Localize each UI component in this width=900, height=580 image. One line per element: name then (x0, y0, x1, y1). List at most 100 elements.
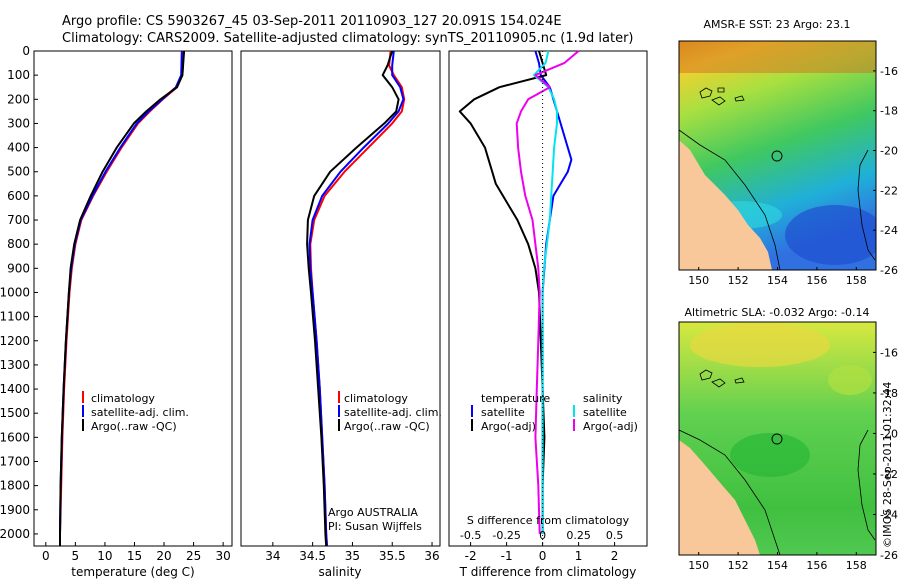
figure-title-line1: Argo profile: CS 5903267_45 03-Sep-2011 … (62, 14, 562, 29)
depth-tick-label: 1300 (0, 358, 30, 372)
map-x-tick-label: 156 (806, 274, 827, 287)
temperature-x-axis: 0 5 10 15 20 25 30 (42, 542, 231, 563)
x-tick-label: 30 (215, 549, 230, 563)
map-x-tick-label: 154 (767, 274, 788, 287)
map-y-tick-label: -22 (880, 468, 898, 481)
difference-lines (458, 50, 580, 546)
depth-tick-label: 800 (7, 237, 30, 251)
series-line-argo-raw-qc- (306, 50, 400, 547)
sst-map-axes: 150 152 154 156 158 -16 -18 -20 -22 -24 -26 (688, 65, 898, 287)
depth-tick-label: 600 (7, 189, 30, 203)
float-pi-label: PI: Susan Wijffels (328, 520, 422, 533)
map-x-tick-label: 150 (688, 559, 709, 572)
sst-isobath (679, 129, 781, 270)
legend-label-argo: Argo(..raw -QC) (91, 420, 177, 433)
x-tick-label: 0 (42, 549, 50, 563)
salinity-panel-frame (240, 50, 441, 547)
map-y-tick-label: -16 (880, 346, 898, 359)
depth-axis: 0 100 200 300 400 500 600 700 800 900 1000 1100 1200… (0, 44, 38, 541)
depth-tick-label: 1900 (0, 503, 30, 517)
depth-tick-label: 200 (7, 92, 30, 106)
argo-position-marker (771, 433, 783, 445)
depth-tick-label: 1400 (0, 382, 30, 396)
depth-tick-label: 1200 (0, 334, 30, 348)
t-difference-x-axis: -2 -1 0 1 2 (465, 542, 619, 563)
depth-tick-label: 1100 (0, 310, 30, 324)
x-tick-label: 15 (127, 549, 142, 563)
map-y-tick-label: -26 (880, 549, 898, 562)
sla-low-patch (730, 433, 810, 477)
s-difference-label: S difference from climatology (467, 514, 630, 527)
s-tick-label: 0 (539, 529, 546, 542)
depth-tick-label: 300 (7, 116, 30, 130)
sst-field (679, 41, 876, 270)
sla-high-patch (828, 365, 872, 395)
map-y-tick-label: -22 (880, 184, 898, 197)
x-tick-label: 34 (265, 549, 280, 563)
sst-reef-contour (857, 149, 876, 261)
sla-map-axes: 150 152 154 156 158 -16 -18 -20 -22 -24 -26 (688, 346, 898, 572)
sla-reef-contour (857, 429, 876, 541)
x-tick-label: 25 (186, 549, 201, 563)
sla-map-title: Altimetric SLA: -0.032 Argo: -0.14 (685, 306, 870, 319)
depth-tick-label: 100 (7, 68, 30, 82)
depth-tick-label: 1700 (0, 454, 30, 468)
temperature-lines (59, 50, 186, 546)
map-x-tick-label: 152 (728, 274, 749, 287)
legend-label-climatology: climatology (91, 392, 155, 405)
depth-tick-label: 1600 (0, 430, 30, 444)
map-y-tick-label: -20 (880, 427, 898, 440)
map-x-tick-label: 150 (688, 274, 709, 287)
series-line-salinity-argo-adj- (515, 50, 580, 534)
temperature-xlabel: temperature (deg C) (71, 565, 194, 579)
map-x-tick-label: 154 (767, 559, 788, 572)
imos-credit: ©IMOS 28-Sep-2011 01:32:44 (881, 382, 894, 548)
sla-islands (699, 369, 745, 388)
float-program-label: Argo AUSTRALIA (328, 506, 418, 519)
difference-panel: -2 -1 0 1 2 temperature salinity satellite A… (448, 50, 648, 579)
map-y-tick-label: -26 (880, 264, 898, 277)
temperature-panel-frame (33, 50, 233, 547)
depth-tick-label: 400 (7, 141, 30, 155)
s-tick-label: -0.25 (492, 529, 520, 542)
x-tick-label: 35.5 (379, 549, 406, 563)
series-line-climatology (59, 50, 185, 546)
sst-map-title: AMSR-E SST: 23 Argo: 23.1 (703, 18, 850, 31)
depth-tick-label: 0 (22, 44, 30, 58)
sla-isobath (679, 429, 781, 555)
legend-label-argo: Argo(..raw -QC) (344, 420, 430, 433)
legend-label-t-satellite: satellite (481, 406, 525, 419)
argo-position-marker (771, 150, 783, 162)
legend-label-satellite: satellite-adj. clim. (91, 406, 189, 419)
difference-panel-frame (448, 50, 648, 547)
temperature-legend: climatology satellite-adj. clim. Argo(..… (82, 391, 189, 433)
map-x-tick-label: 158 (846, 274, 867, 287)
sla-high-patch (690, 323, 830, 367)
figure-title-line2: Climatology: CARS2009. Satellite-adjuste… (62, 31, 634, 46)
s-difference-ticks: -0.5 -0.25 0 0.25 0.5 (460, 529, 623, 542)
depth-tick-label: 1800 (0, 479, 30, 493)
x-tick-label: 35 (345, 549, 360, 563)
x-tick-label: 5 (72, 549, 80, 563)
s-tick-label: -0.5 (460, 529, 481, 542)
salinity-xlabel: salinity (318, 565, 361, 579)
legend-title-salinity: salinity (583, 392, 623, 405)
map-y-tick-label: -18 (880, 105, 898, 118)
t-difference-xlabel: T difference from climatology (459, 565, 637, 579)
sst-map: AMSR-E SST: 23 Argo: 23.1 150 152 154 156 15… (678, 18, 898, 287)
map-y-tick-label: -20 (880, 145, 898, 158)
x-tick-label: 2 (611, 549, 619, 563)
map-y-tick-label: -18 (880, 387, 898, 400)
salinity-panel: 34 34.5 35 35.5 36 salinity climatology sate… (240, 50, 442, 579)
legend-label-climatology: climatology (344, 392, 408, 405)
depth-tick-label: 700 (7, 213, 30, 227)
depth-tick-label: 900 (7, 261, 30, 275)
s-tick-label: 0.25 (566, 529, 591, 542)
s-tick-label: 0.5 (606, 529, 624, 542)
sla-map: Altimetric SLA: -0.032 Argo: -0.14 150 15… (678, 306, 898, 572)
legend-label-s-satellite: satellite (583, 406, 627, 419)
x-tick-label: 34.5 (299, 549, 326, 563)
x-tick-label: 1 (575, 549, 583, 563)
map-x-tick-label: 152 (728, 559, 749, 572)
